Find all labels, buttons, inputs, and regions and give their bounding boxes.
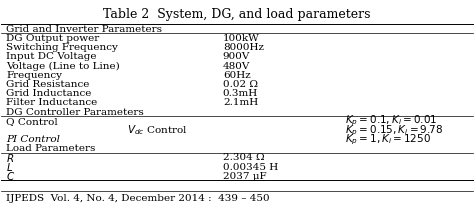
Text: 2.1mH: 2.1mH [223, 98, 258, 107]
Text: Filter Inductance: Filter Inductance [6, 98, 97, 107]
Text: $K_p = 0.1, K_i = 0.01$: $K_p = 0.1, K_i = 0.01$ [346, 114, 438, 128]
Text: 60Hz: 60Hz [223, 71, 251, 80]
Text: $V_{dc}$ Control: $V_{dc}$ Control [127, 123, 187, 137]
Text: Frequency: Frequency [6, 71, 62, 80]
Text: 8000Hz: 8000Hz [223, 43, 264, 52]
Text: Input DC Voltage: Input DC Voltage [6, 52, 97, 61]
Text: Grid Inductance: Grid Inductance [6, 89, 91, 98]
Text: Q Control: Q Control [6, 117, 58, 126]
Text: Voltage (Line to Line): Voltage (Line to Line) [6, 62, 120, 71]
Text: 100kW: 100kW [223, 34, 260, 43]
Text: 0.02 Ω: 0.02 Ω [223, 80, 258, 89]
Text: DG Controller Parameters: DG Controller Parameters [6, 108, 144, 116]
Text: Load Parameters: Load Parameters [6, 144, 95, 153]
Text: 0.3mH: 0.3mH [223, 89, 258, 98]
Text: 2.304 Ω: 2.304 Ω [223, 153, 264, 162]
Text: $K_p = 1, K_i = 1250$: $K_p = 1, K_i = 1250$ [346, 132, 431, 147]
Text: IJPEDS  Vol. 4, No. 4, December 2014 :  439 – 450: IJPEDS Vol. 4, No. 4, December 2014 : 43… [6, 194, 270, 203]
Text: Table 2  System, DG, and load parameters: Table 2 System, DG, and load parameters [103, 8, 371, 21]
Text: DG Output power: DG Output power [6, 34, 100, 43]
Text: 2037 μF: 2037 μF [223, 172, 266, 181]
Text: Grid and Inverter Parameters: Grid and Inverter Parameters [6, 25, 162, 34]
Text: 900V: 900V [223, 52, 250, 61]
Text: $C$: $C$ [6, 170, 15, 182]
Text: PI Control: PI Control [6, 135, 60, 144]
Text: $L$: $L$ [6, 161, 13, 173]
Text: 480V: 480V [223, 62, 250, 71]
Text: Switching Frequency: Switching Frequency [6, 43, 118, 52]
Text: $K_p = 0.15, K_i = 9.78$: $K_p = 0.15, K_i = 9.78$ [346, 123, 444, 138]
Text: 0.00345 H: 0.00345 H [223, 163, 278, 172]
Text: Grid Resistance: Grid Resistance [6, 80, 90, 89]
Text: $R$: $R$ [6, 152, 14, 164]
